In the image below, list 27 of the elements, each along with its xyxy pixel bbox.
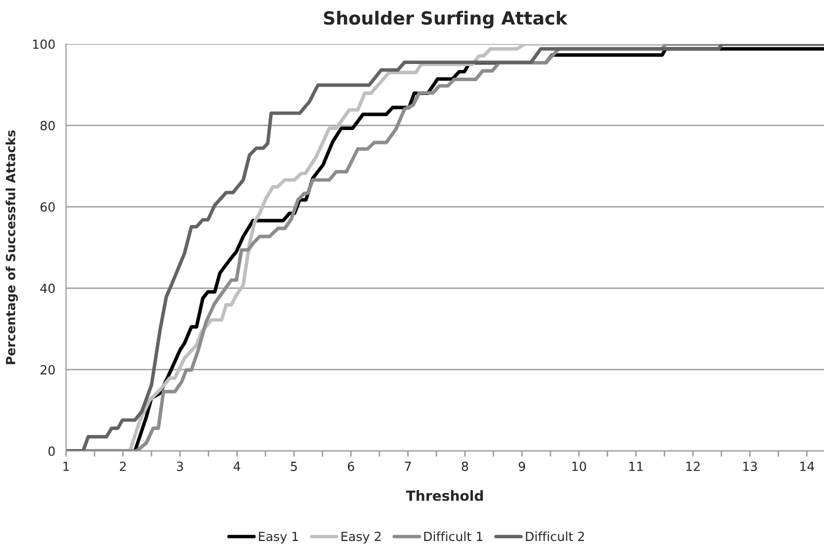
- y-tick-label: 80: [40, 120, 55, 130]
- legend-label: Difficult 1: [424, 531, 482, 542]
- x-tick-label: 13: [743, 462, 757, 472]
- x-tick-label: 4: [234, 462, 240, 471]
- x-tick-label: 12: [686, 462, 700, 471]
- x-tick-label: 9: [518, 462, 526, 472]
- legend-label: Easy 2: [342, 532, 381, 544]
- x-tick-label: 1: [63, 462, 69, 471]
- x-tick-label: 11: [629, 462, 643, 471]
- y-tick-label: 100: [33, 39, 55, 49]
- x-tick-label: 2: [120, 462, 126, 471]
- x-tick-label: 8: [462, 462, 468, 472]
- x-tick-label: 3: [176, 462, 183, 472]
- y-tick-label: 20: [40, 365, 55, 375]
- y-tick-label: 60: [40, 202, 55, 212]
- x-tick-label: 10: [572, 462, 586, 472]
- x-tick-label: 7: [405, 462, 411, 471]
- legend-label: Difficult 2: [526, 531, 584, 542]
- chart-title: Shoulder Surfing Attack: [324, 10, 568, 28]
- x-tick-label: 6: [348, 462, 354, 472]
- y-tick-label: 40: [40, 284, 55, 294]
- x-axis-title: Threshold: [406, 490, 483, 501]
- legend-label: Easy 1: [258, 532, 298, 544]
- y-axis-title: Percentage of Successful Attacks: [6, 130, 18, 364]
- x-tick-label: 14: [800, 462, 814, 471]
- y-tick-label: 0: [48, 446, 55, 456]
- x-tick-label: 5: [290, 462, 297, 472]
